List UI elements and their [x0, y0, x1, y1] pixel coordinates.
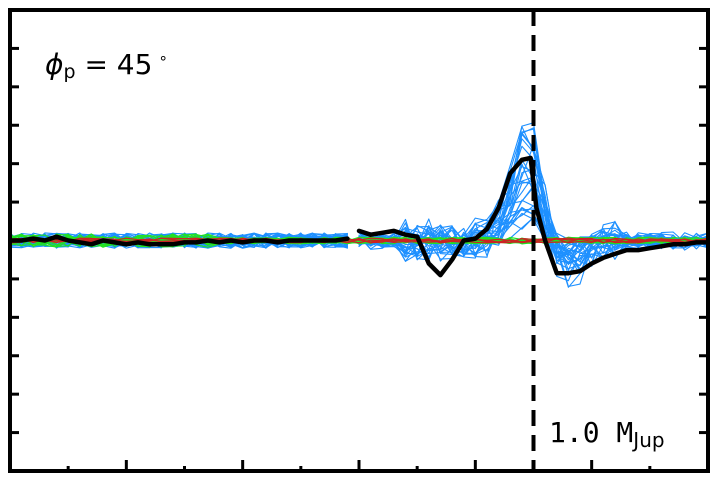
black-mean-trace: [10, 155, 708, 278]
black-series-line: [356, 155, 708, 278]
mass-annotation: 1.0 MJup: [549, 416, 665, 452]
plot-frame: [8, 8, 710, 473]
blue-traces: [10, 122, 708, 288]
red-trace-line: [10, 237, 708, 244]
black-series-line: [10, 234, 350, 247]
phi-annotation: ϕp = 45 ∘: [45, 48, 168, 83]
plot-area: [10, 10, 708, 471]
blue-trace-line: [358, 127, 708, 262]
